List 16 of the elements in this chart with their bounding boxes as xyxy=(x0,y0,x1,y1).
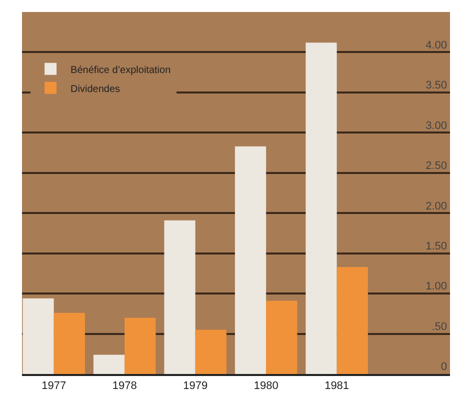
legend-label: Dividendes xyxy=(70,84,120,95)
x-tick-label: 1980 xyxy=(254,380,278,392)
x-tick-label: 1978 xyxy=(112,380,137,392)
y-tick-label: .50 xyxy=(432,320,447,333)
x-tick-label: 1977 xyxy=(42,380,66,392)
y-tick-label: 3.00 xyxy=(426,120,447,132)
x-tick-label: 1981 xyxy=(324,380,350,392)
y-tick-label: 2.50 xyxy=(426,160,447,172)
y-tick-label: 1.00 xyxy=(426,280,447,293)
legend-label: Bénéfice d’exploitation xyxy=(70,64,171,76)
y-tick-label: 3.50 xyxy=(426,80,447,92)
y-tick-label: 4.00 xyxy=(426,39,447,52)
y-tick-label: 2.00 xyxy=(426,200,447,212)
x-tick-label: 1979 xyxy=(183,380,208,392)
y-tick-label: 1.50 xyxy=(426,240,447,252)
y-tick-label: 0 xyxy=(440,361,447,374)
